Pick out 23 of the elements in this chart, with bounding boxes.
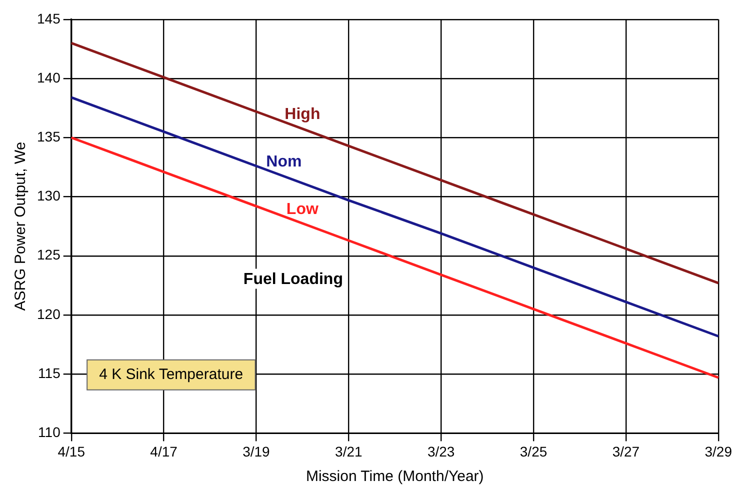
series-label: High <box>284 106 320 124</box>
series-label: Nom <box>266 154 302 171</box>
y-tick-label: 110 <box>38 424 61 440</box>
y-tick-label: 145 <box>37 10 61 26</box>
x-tick-label: 3/23 <box>427 443 455 460</box>
x-tick-label: 3/27 <box>612 443 640 460</box>
series-label: Low <box>286 200 319 218</box>
x-tick-label: 3/19 <box>242 443 270 460</box>
y-tick-label: 135 <box>37 128 61 144</box>
y-tick-label: 125 <box>37 246 61 263</box>
y-tick-label: 140 <box>37 69 61 86</box>
x-tick-label: 3/21 <box>335 443 362 460</box>
y-tick-label: 115 <box>38 364 61 381</box>
x-tick-label: 4/15 <box>58 443 86 460</box>
x-tick-label: 4/17 <box>150 443 178 460</box>
y-tick-label: 130 <box>37 188 61 204</box>
x-tick-label: 3/29 <box>704 443 732 460</box>
y-tick-label: 120 <box>37 306 61 322</box>
annotation: 4 K Sink Temperature <box>99 366 244 384</box>
annotation: Fuel Loading <box>243 271 343 288</box>
x-axis-title: Mission Time (Month/Year) <box>306 468 484 486</box>
x-tick-label: 3/25 <box>520 443 548 460</box>
y-axis-title: ASRG Power Output, We <box>12 142 30 311</box>
